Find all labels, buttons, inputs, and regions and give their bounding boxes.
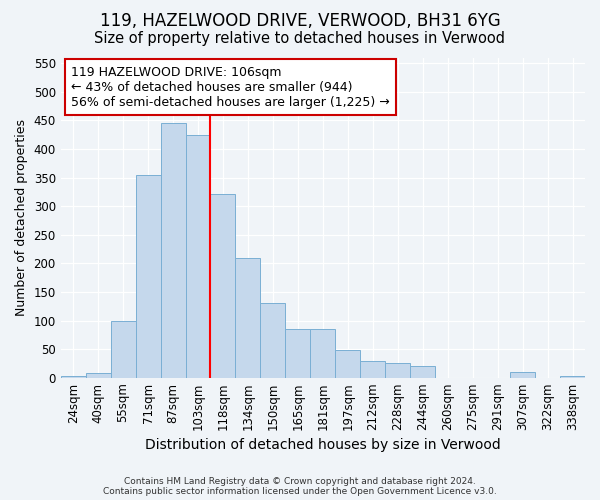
Bar — [410, 366, 435, 378]
Text: Size of property relative to detached houses in Verwood: Size of property relative to detached ho… — [95, 31, 505, 46]
Bar — [136, 174, 161, 378]
Bar — [185, 134, 211, 378]
Bar — [560, 376, 585, 378]
Bar — [385, 364, 410, 378]
Bar — [110, 320, 136, 378]
Text: Contains public sector information licensed under the Open Government Licence v3: Contains public sector information licen… — [103, 487, 497, 496]
Bar — [260, 304, 286, 378]
Y-axis label: Number of detached properties: Number of detached properties — [15, 119, 28, 316]
Bar — [61, 376, 86, 378]
Text: Contains HM Land Registry data © Crown copyright and database right 2024.: Contains HM Land Registry data © Crown c… — [124, 477, 476, 486]
Bar — [510, 372, 535, 378]
Bar — [86, 373, 110, 378]
Bar — [286, 329, 310, 378]
Bar — [211, 194, 235, 378]
Bar — [161, 124, 185, 378]
Bar — [235, 258, 260, 378]
Bar — [335, 350, 360, 378]
Bar — [360, 360, 385, 378]
Text: 119, HAZELWOOD DRIVE, VERWOOD, BH31 6YG: 119, HAZELWOOD DRIVE, VERWOOD, BH31 6YG — [100, 12, 500, 30]
X-axis label: Distribution of detached houses by size in Verwood: Distribution of detached houses by size … — [145, 438, 501, 452]
Bar — [310, 329, 335, 378]
Text: 119 HAZELWOOD DRIVE: 106sqm
← 43% of detached houses are smaller (944)
56% of se: 119 HAZELWOOD DRIVE: 106sqm ← 43% of det… — [71, 66, 390, 108]
